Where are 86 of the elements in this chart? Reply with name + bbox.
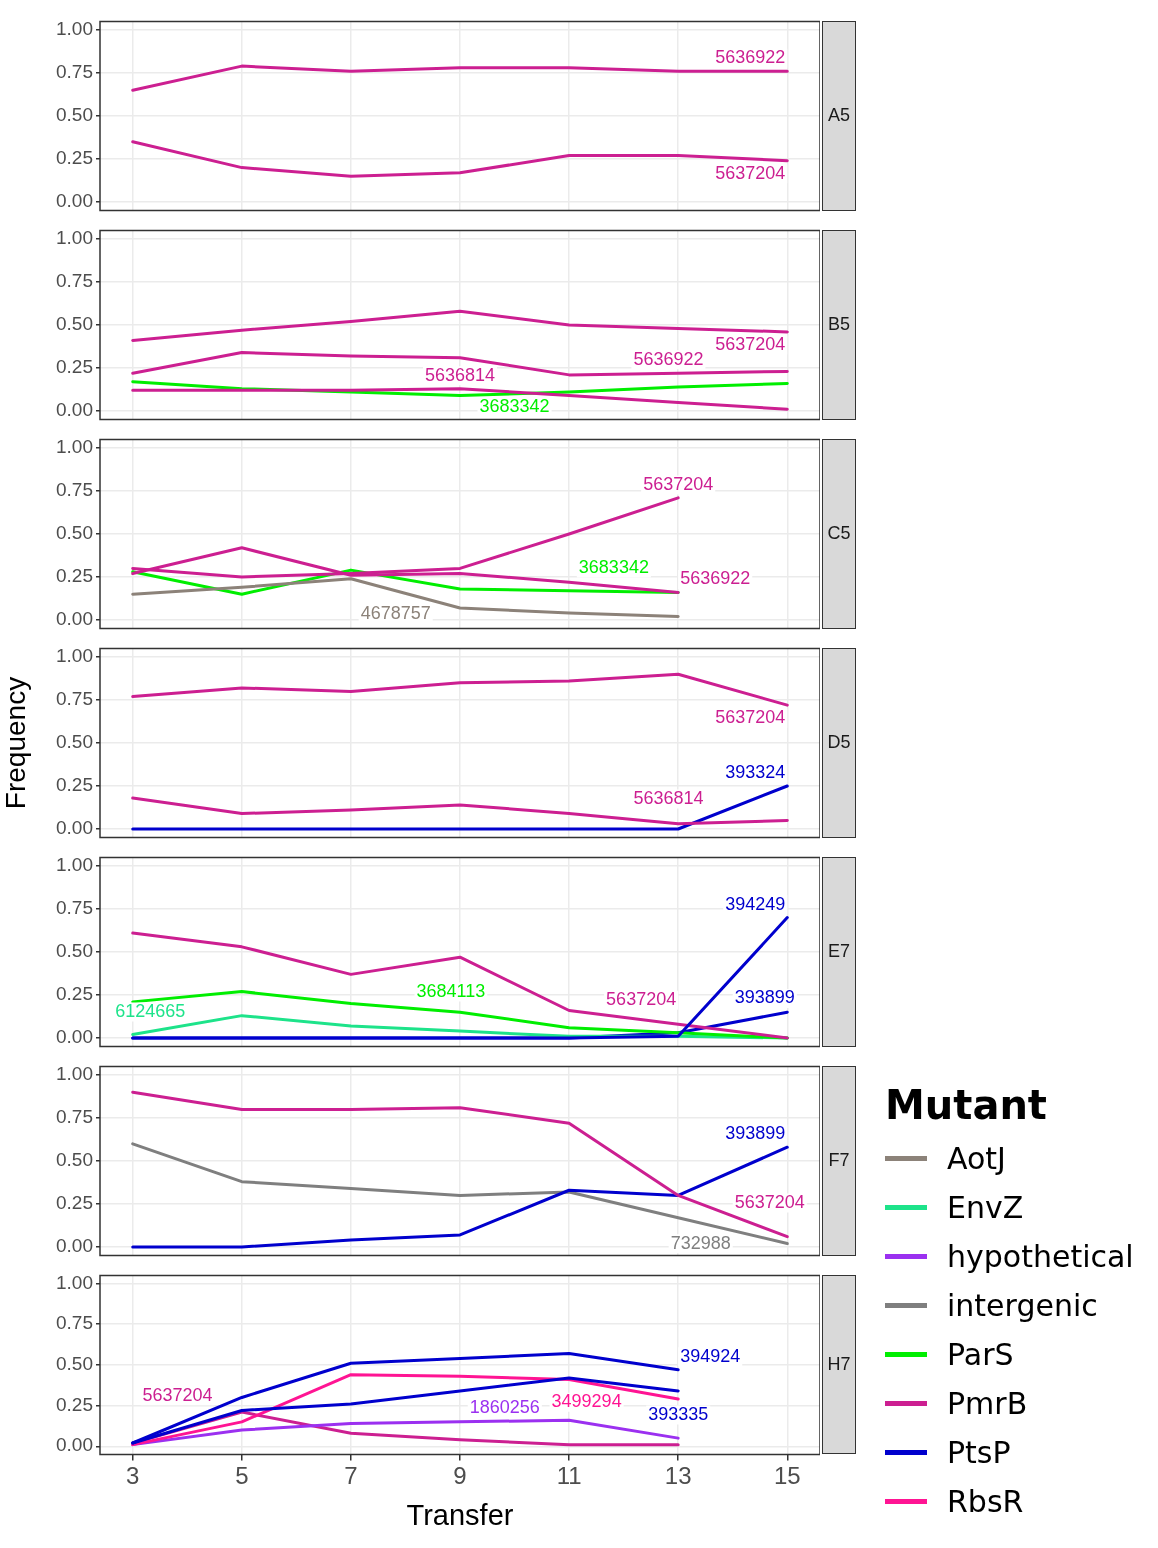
text: D5 (822, 648, 856, 838)
annotation: 3683342 (578, 557, 649, 578)
y-tick-label: 0.50 (56, 731, 93, 753)
y-tick-label: 0.00 (56, 1026, 93, 1048)
y-tick-label: 0.25 (56, 565, 93, 587)
y-tick-label: 0.50 (56, 1149, 93, 1171)
y-tick-label: 0.00 (56, 190, 93, 212)
annotation: 5637204 (715, 162, 786, 183)
annotation: 3499294 (551, 1391, 622, 1412)
annotation: 5636922 (715, 47, 786, 68)
legend-label: PtsP (947, 1435, 1011, 1470)
y-tick-label: 1.00 (56, 645, 93, 667)
legend-label: RbsR (947, 1484, 1024, 1519)
annotation: 393899 (725, 1123, 786, 1144)
y-tick-label: 1.00 (56, 854, 93, 876)
x-tick-label: 11 (556, 1462, 582, 1490)
y-tick-label: 0.50 (56, 313, 93, 335)
annotation: 3684113 (416, 981, 486, 1002)
y-tick-label: 0.75 (56, 897, 93, 919)
annotation: 5637204 (715, 707, 786, 728)
y-tick-label: 0.25 (56, 147, 93, 169)
x-tick-label: 3 (126, 1462, 140, 1490)
annotation: 393324 (725, 761, 786, 782)
annotation: 5637204 (734, 1192, 805, 1213)
annotation: 5637204 (142, 1384, 213, 1405)
text: C5 (822, 439, 856, 629)
x-tick-label: 7 (344, 1462, 358, 1490)
text: H7 (822, 1275, 856, 1455)
annotation: 5637204 (715, 333, 786, 354)
x-tick-label: 13 (664, 1462, 692, 1490)
annotation: 5637204 (643, 473, 714, 494)
y-tick-label: 1.00 (56, 1271, 93, 1293)
y-tick-label: 0.25 (56, 1393, 93, 1415)
y-tick-label: 0.75 (56, 1106, 93, 1128)
x-tick-label: 9 (453, 1462, 467, 1490)
y-tick-label: 0.25 (56, 983, 93, 1005)
x-tick-label: 15 (773, 1462, 801, 1490)
y-tick-label: 1.00 (56, 1063, 93, 1085)
y-tick-label: 0.00 (56, 399, 93, 421)
y-tick-label: 0.50 (56, 1353, 93, 1375)
annotation: 732988 (670, 1232, 731, 1253)
annotation: 3683342 (479, 395, 550, 416)
legend-label: hypothetical (947, 1239, 1134, 1274)
annotation: 394924 (680, 1345, 741, 1366)
text: B5 (822, 230, 856, 420)
y-tick-label: 0.00 (56, 1434, 93, 1456)
annotation: 393335 (648, 1403, 709, 1424)
y-tick-label: 0.75 (56, 479, 93, 501)
annotation: 5636922 (633, 348, 704, 369)
legend-label: PmrB (947, 1386, 1028, 1421)
legend-title: Mutant (885, 1082, 1048, 1128)
y-tick-label: 0.75 (56, 1312, 93, 1334)
annotation: 5637204 (606, 989, 677, 1010)
y-tick-label: 1.00 (56, 18, 93, 40)
y-tick-label: 1.00 (56, 436, 93, 458)
y-tick-label: 0.75 (56, 688, 93, 710)
y-tick-label: 0.50 (56, 522, 93, 544)
legend-label: EnvZ (947, 1190, 1024, 1225)
legend-label: AotJ (947, 1141, 1006, 1176)
text: A5 (822, 21, 856, 211)
legend-label: ParS (947, 1337, 1014, 1372)
annotation: 4678757 (360, 602, 431, 623)
y-tick-label: 0.00 (56, 608, 93, 630)
text: F7 (822, 1066, 856, 1256)
legend-label: intergenic (947, 1288, 1098, 1323)
annotation: 5636814 (424, 364, 496, 385)
y-tick-label: 0.25 (56, 1192, 93, 1214)
annotation: 394249 (725, 893, 786, 914)
annotation: 1860256 (469, 1396, 540, 1417)
y-tick-label: 0.25 (56, 774, 93, 796)
y-tick-label: 1.00 (56, 227, 93, 249)
y-tick-label: 0.75 (56, 61, 93, 83)
annotation: 5636814 (633, 787, 704, 808)
y-tick-label: 0.75 (56, 270, 93, 292)
y-axis-title: Frequency (0, 676, 31, 810)
annotation: 6124665 (115, 1001, 186, 1022)
x-axis-title: Transfer (406, 1498, 514, 1531)
annotation: 5636922 (680, 568, 751, 589)
x-tick-label: 5 (235, 1462, 249, 1490)
y-tick-label: 0.50 (56, 940, 93, 962)
y-tick-label: 0.50 (56, 104, 93, 126)
y-tick-label: 0.00 (56, 817, 93, 839)
text: E7 (822, 857, 856, 1047)
y-tick-label: 0.00 (56, 1235, 93, 1257)
annotation: 393899 (734, 987, 795, 1008)
y-tick-label: 0.25 (56, 356, 93, 378)
